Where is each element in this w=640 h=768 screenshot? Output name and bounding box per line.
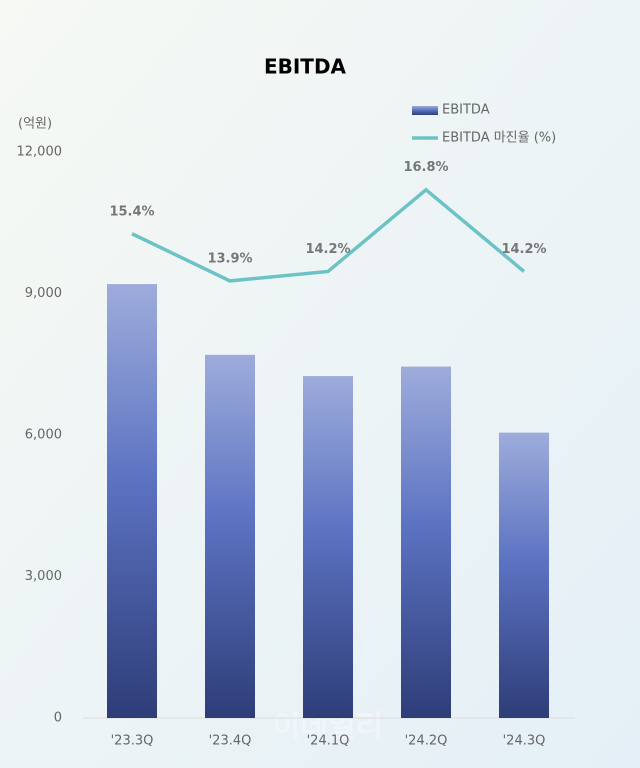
data-label: 14.2% (501, 242, 546, 257)
x-tick-label: '23.4Q (209, 734, 252, 749)
bar (205, 354, 255, 718)
bar (303, 376, 353, 718)
legend-label: EBITDA 마진율 (%) (442, 131, 556, 146)
x-tick-label: '24.2Q (405, 734, 448, 749)
legend-swatch (412, 106, 438, 115)
bar (401, 366, 451, 718)
y-tick-label: 3,000 (25, 569, 62, 584)
y-tick-label: 9,000 (25, 286, 62, 301)
x-tick-label: '23.3Q (111, 734, 154, 749)
data-label: 13.9% (207, 251, 252, 266)
y-tick-label: 12,000 (17, 145, 63, 160)
line (131, 187, 526, 283)
y-tick-label: 0 (54, 711, 62, 726)
data-label: 16.8% (403, 160, 448, 175)
chart-title: EBITDA (264, 55, 347, 79)
data-label: 15.4% (109, 204, 154, 219)
legend-label: EBITDA (442, 103, 490, 118)
y-tick-label: 6,000 (25, 428, 62, 443)
x-tick-label: '24.3Q (503, 734, 546, 749)
data-label: 14.2% (305, 242, 350, 257)
bar (107, 284, 157, 718)
bar (499, 432, 549, 718)
y-unit: (억원) (18, 117, 52, 132)
x-tick-label: '24.1Q (307, 734, 350, 749)
